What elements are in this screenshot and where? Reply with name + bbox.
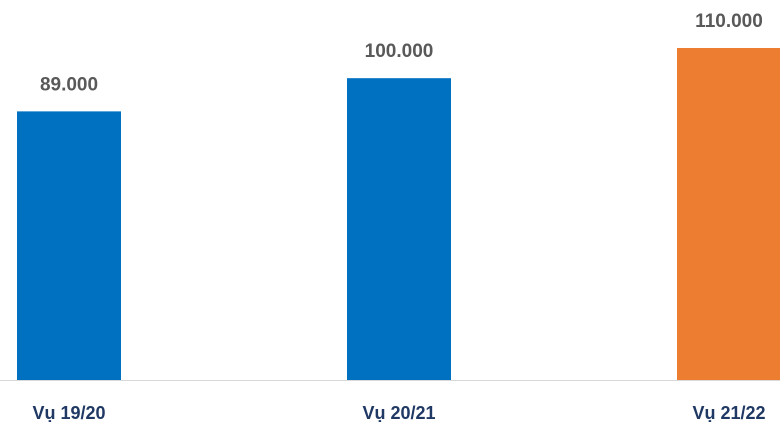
value-label: 110.000	[695, 11, 763, 32]
bar	[677, 48, 780, 380]
bar	[17, 111, 121, 380]
x-tick-label: Vụ 21/22	[692, 403, 765, 423]
bar	[347, 78, 451, 380]
x-tick-label: Vụ 20/21	[362, 403, 435, 423]
x-tick-label: Vụ 19/20	[32, 403, 105, 423]
value-label: 100.000	[365, 41, 434, 62]
value-label: 89.000	[40, 74, 98, 95]
